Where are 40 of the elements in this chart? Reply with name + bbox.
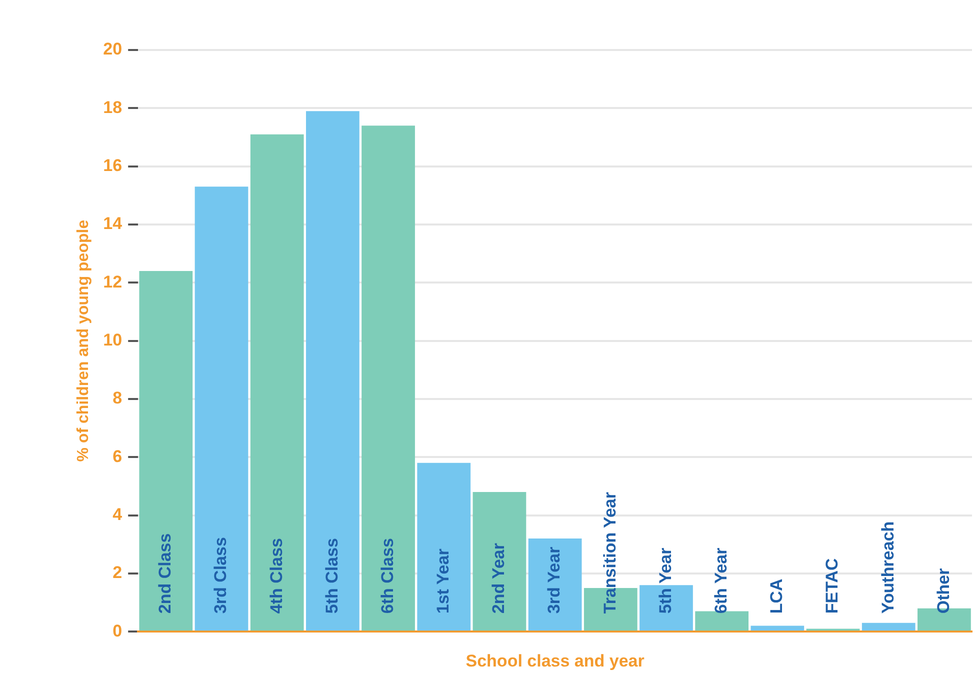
y-tick-label: 6	[112, 446, 122, 466]
bar	[250, 134, 304, 631]
y-tick-label: 8	[112, 388, 122, 408]
y-axis-title: % of children and young people	[75, 220, 92, 462]
x-tick-label: 3rd Year	[544, 546, 564, 614]
x-tick-label: 6th Year	[712, 547, 731, 614]
y-tick-label: 0	[112, 621, 122, 640]
y-tick-label: 2	[112, 563, 122, 582]
x-tick-label: FETAC	[822, 558, 842, 614]
x-tick-label: 5th Year	[656, 547, 675, 614]
x-tick-label: LCA	[767, 578, 786, 614]
y-tick-label: 16	[103, 156, 122, 176]
bar	[139, 271, 193, 631]
x-tick-label: 2nd Class	[156, 533, 175, 614]
y-tick-label: 18	[103, 98, 122, 117]
bar	[306, 111, 360, 631]
x-tick-label: 5th Class	[322, 538, 342, 614]
x-tick-label: 1st Year	[434, 548, 453, 614]
y-tick-label: 12	[103, 272, 122, 292]
bar	[362, 126, 415, 631]
bar	[862, 622, 916, 631]
x-tick-label: 4th Class	[266, 538, 286, 614]
x-tick-label: 2nd Year	[489, 542, 508, 614]
bar	[472, 492, 526, 631]
bar	[528, 538, 582, 631]
x-tick-label: Other	[934, 568, 953, 614]
x-tick-label: 6th Class	[378, 538, 397, 614]
y-tick-label: 10	[103, 330, 122, 350]
y-tick-label: 14	[103, 214, 123, 234]
bar	[417, 462, 471, 631]
bar	[695, 611, 749, 631]
y-tick-label: 20	[103, 40, 122, 59]
x-tick-label: 3rd Class	[211, 537, 230, 614]
x-axis-title: School class and year	[466, 651, 645, 670]
bar	[640, 585, 693, 631]
y-tick-label: 4	[112, 504, 123, 524]
x-tick-label: Youthreach	[878, 521, 898, 614]
bar	[194, 186, 248, 631]
x-tick-label: Transition Year	[600, 492, 620, 614]
bar	[750, 626, 804, 631]
